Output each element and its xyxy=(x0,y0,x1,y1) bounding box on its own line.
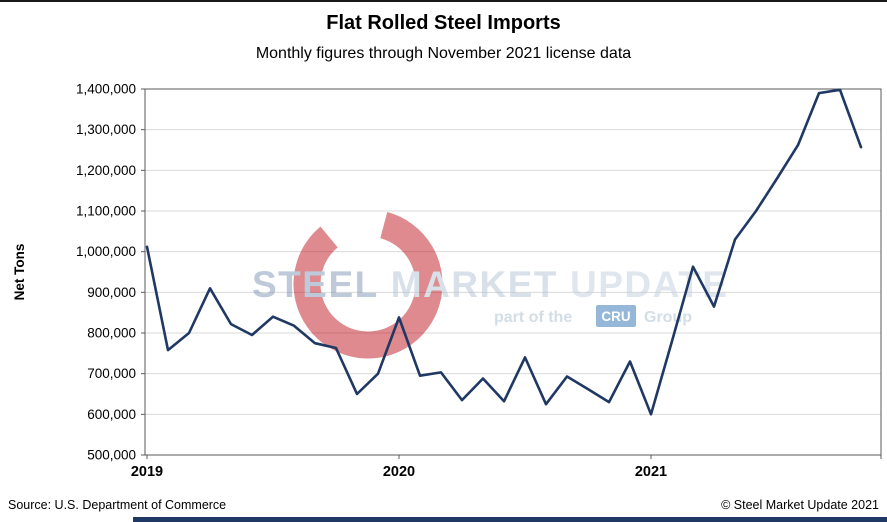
watermark-group-label: Group xyxy=(644,309,692,326)
y-tick-label: 500,000 xyxy=(87,448,136,463)
y-tick-label: 1,100,000 xyxy=(76,204,136,219)
plot-border xyxy=(144,88,882,456)
data-line-imports xyxy=(145,88,863,416)
top-border-rule xyxy=(0,0,887,2)
y-tick-label: 600,000 xyxy=(87,407,136,422)
source-note: Source: U.S. Department of Commerce xyxy=(8,498,227,512)
x-axis-labels: 2019 2020 2021 xyxy=(131,455,882,480)
y-tick-label: 1,000,000 xyxy=(76,244,136,259)
smu-red-ring-icon xyxy=(293,209,443,359)
y-tick-label: 1,400,000 xyxy=(76,82,136,97)
gridlines xyxy=(145,88,881,415)
cru-badge-label: CRU xyxy=(601,309,630,324)
chart-subtitle: Monthly figures through November 2021 li… xyxy=(255,45,632,62)
y-tick-label: 700,000 xyxy=(87,366,136,381)
y-axis-title: Net Tons xyxy=(12,244,27,301)
y-tick-label: 900,000 xyxy=(87,285,136,300)
copyright-note: © Steel Market Update 2021 xyxy=(721,498,879,512)
chart-title: Flat Rolled Steel Imports xyxy=(326,12,561,34)
x-tick-label: 2021 xyxy=(635,464,667,480)
x-tick-label: 2020 xyxy=(383,464,415,480)
bottom-accent-bar xyxy=(133,517,887,522)
watermark-part-of-the: part of the xyxy=(494,309,572,326)
watermark-logo: STEEL MARKET UPDATE part of the CRU Group xyxy=(252,209,728,359)
y-tick-label: 1,300,000 xyxy=(76,122,136,137)
y-tick-label: 1,200,000 xyxy=(76,163,136,178)
cru-badge xyxy=(596,305,636,327)
y-tick-label: 800,000 xyxy=(87,326,136,341)
watermark-wordmark: STEEL MARKET UPDATE xyxy=(252,264,728,305)
x-tick-label: 2019 xyxy=(131,464,163,480)
y-axis-labels: 500,000 600,000 700,000 800,000 900,000 1,000… xyxy=(76,82,145,463)
